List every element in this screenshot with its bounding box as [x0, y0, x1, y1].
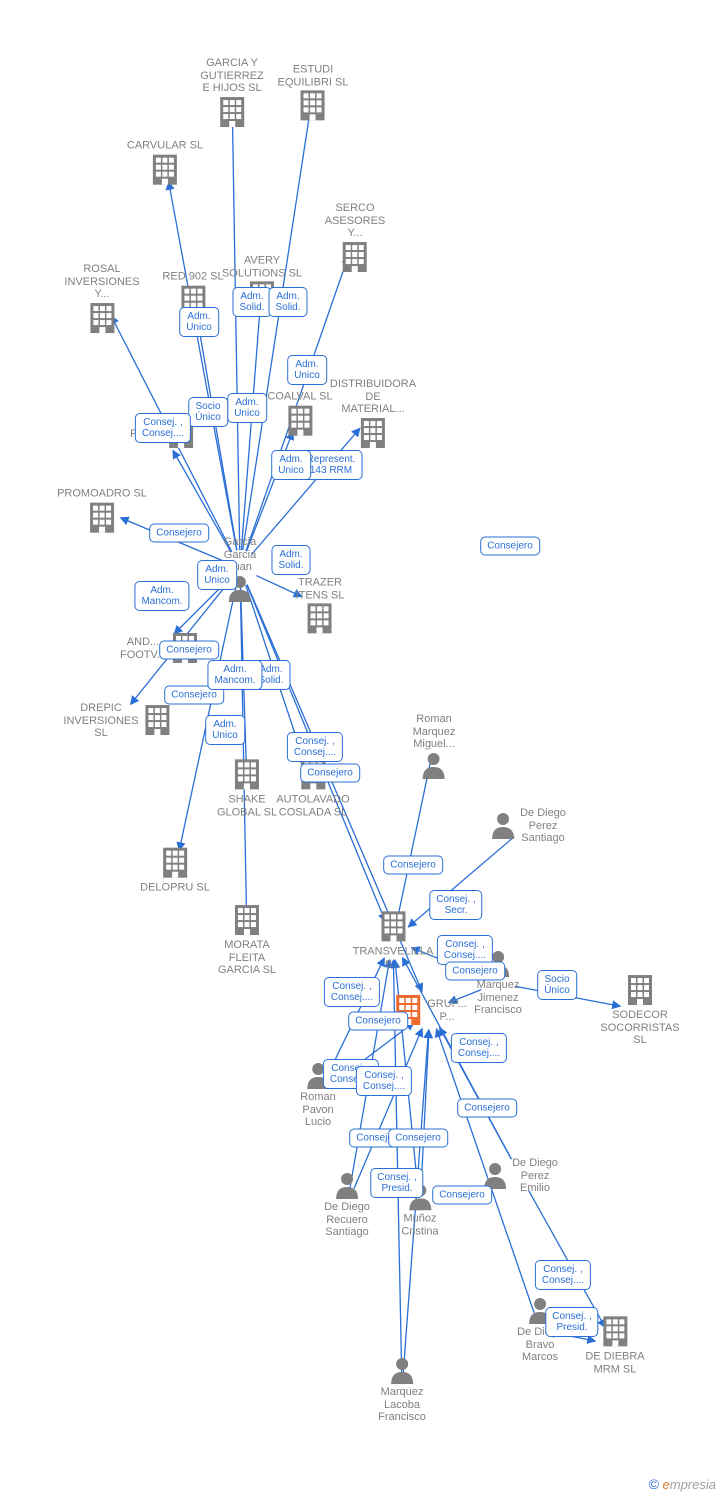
edge-line: [449, 990, 482, 1003]
edge-label: Consejero: [348, 1012, 408, 1031]
edge-label: Socio Único: [537, 970, 577, 1000]
brand-name: empresia: [663, 1477, 716, 1492]
edges-layer: [0, 0, 728, 1500]
edge-line: [232, 112, 239, 550]
edge-line: [243, 112, 310, 550]
edge-line: [256, 576, 302, 597]
edge-label: Consej. , Consej....: [287, 732, 343, 762]
edge-label: Consej. , Secr.: [429, 890, 482, 920]
edge-label: Consej. , Consej....: [324, 977, 380, 1007]
edge-line: [196, 313, 237, 551]
edge-label: Consejero: [388, 1129, 448, 1148]
edge-label: Adm. Unico: [205, 715, 245, 745]
edge-label: Consejero: [457, 1099, 517, 1118]
edge-line: [247, 585, 422, 992]
edge-label: Consejero: [445, 962, 505, 981]
edge-label: Adm. Mancom.: [134, 581, 189, 611]
edge-label: Adm. Mancom.: [207, 660, 262, 690]
copyright-symbol: ©: [649, 1476, 659, 1492]
edge-label: Adm. Unico: [197, 560, 237, 590]
edge-label: Socio Único: [188, 397, 228, 427]
edge-label: Consejero: [300, 764, 360, 783]
edge-label: Consej. , Consej....: [535, 1260, 591, 1290]
edge-line: [241, 303, 260, 550]
edge-label: Consejero: [383, 856, 443, 875]
watermark: © empresia: [649, 1476, 716, 1492]
edge-label: Consej. , Consej....: [356, 1066, 412, 1096]
edge-label: Adm. Solid.: [232, 287, 271, 317]
edge-label: Consejero: [432, 1186, 492, 1205]
edge-label: Adm. Unico: [287, 355, 327, 385]
edge-label: Adm. Unico: [179, 307, 219, 337]
edge-label: Consejero: [149, 524, 209, 543]
edge-line: [437, 1029, 535, 1313]
edge-label: Adm. Solid.: [268, 287, 307, 317]
edge-label: Consejero: [480, 537, 540, 556]
edge-label: Consej. , Presid.: [545, 1307, 598, 1337]
edge-line: [252, 428, 360, 554]
edge-label: Adm. Unico: [227, 393, 267, 423]
edge-label: Adm. Solid.: [271, 545, 310, 575]
edge-label: Adm. Unico: [271, 450, 311, 480]
edge-label: Consej. , Consej....: [135, 413, 191, 443]
edge-label: Consej. , Presid.: [370, 1168, 423, 1198]
edge-line: [397, 763, 430, 921]
edge-label: Consej. , Consej....: [437, 935, 493, 965]
edge-label: Consej. , Consej....: [451, 1033, 507, 1063]
edge-label: Consejero: [159, 641, 219, 660]
